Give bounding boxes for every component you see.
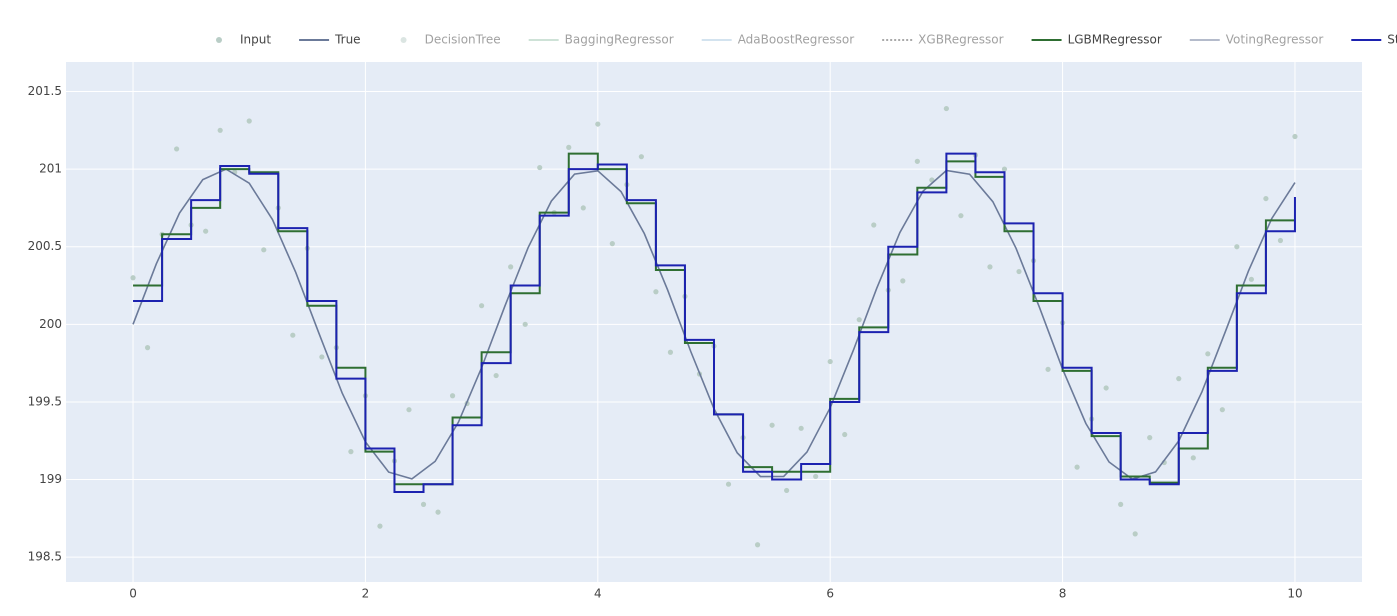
input-point (638, 154, 644, 160)
input-point (958, 213, 964, 219)
y-tick-label: 198.5 (28, 550, 62, 564)
input-point (987, 264, 993, 270)
input-point (580, 205, 586, 211)
input-point (914, 158, 920, 164)
input-point (420, 501, 427, 507)
input-point (130, 275, 136, 281)
y-tick-label: 200 (39, 317, 62, 331)
x-tick-label: 6 (826, 587, 834, 601)
input-point (595, 121, 601, 127)
input-point (493, 372, 499, 379)
input-point (609, 241, 615, 247)
legend-label: VotingRegressor (1226, 33, 1324, 47)
input-point (798, 425, 804, 431)
legend-symbol (216, 37, 222, 43)
input-point (1292, 133, 1298, 140)
input-point (725, 481, 732, 487)
input-point (653, 289, 659, 295)
input-point (377, 523, 383, 529)
input-point (537, 164, 543, 171)
input-point (1001, 166, 1008, 172)
legend-symbol (400, 37, 407, 43)
input-point (435, 509, 441, 515)
input-point (1176, 376, 1182, 382)
legend-item[interactable]: StackingRegressor (1351, 33, 1397, 47)
legend-item[interactable]: DecisionTree (400, 33, 501, 47)
input-point (827, 358, 833, 365)
x-tick-label: 2 (362, 587, 370, 601)
y-tick-label: 201.5 (28, 84, 62, 98)
input-point (566, 144, 572, 150)
legend-label: DecisionTree (425, 33, 501, 47)
input-point (1205, 351, 1211, 357)
legend-label: Input (240, 33, 271, 47)
input-point (1219, 407, 1225, 413)
legend-item[interactable]: LGBMRegressor (1031, 33, 1162, 47)
legend-label: AdaBoostRegressor (738, 33, 855, 47)
input-point (1103, 385, 1109, 391)
y-tick-label: 199.5 (28, 394, 62, 408)
input-point (856, 317, 862, 323)
legend-label: XGBRegressor (918, 33, 1003, 47)
input-point (871, 222, 877, 228)
legend-label: LGBMRegressor (1068, 33, 1162, 47)
input-point (1190, 455, 1196, 461)
legend-item[interactable]: Input (216, 33, 271, 47)
input-point (203, 228, 209, 234)
input-point (842, 431, 848, 438)
input-point (449, 393, 456, 399)
input-point (1132, 531, 1138, 537)
input-point (1074, 464, 1080, 470)
input-point (217, 127, 223, 133)
input-point (667, 349, 674, 355)
input-point (1277, 237, 1284, 244)
y-tick-label: 201 (39, 162, 62, 176)
input-point (1118, 501, 1124, 507)
legend-label: BaggingRegressor (565, 33, 674, 47)
input-point (1248, 276, 1254, 282)
x-tick-label: 10 (1287, 587, 1302, 601)
input-point (174, 146, 180, 152)
input-point (348, 449, 354, 455)
input-point (246, 118, 252, 124)
legend-label: True (334, 33, 361, 47)
plot-area (66, 62, 1362, 582)
input-point (1263, 195, 1269, 202)
input-point (319, 354, 325, 360)
input-point (754, 542, 761, 548)
legend-label: StackingRegressor (1387, 33, 1397, 47)
input-point (479, 303, 485, 309)
input-point (1045, 366, 1051, 372)
input-point (522, 321, 528, 327)
legend-item[interactable]: BaggingRegressor (528, 33, 674, 47)
y-tick-label: 199 (39, 472, 62, 486)
x-tick-label: 8 (1059, 587, 1067, 601)
input-point (290, 332, 296, 338)
y-tick-label: 200.5 (28, 239, 62, 253)
input-point (1234, 244, 1240, 250)
input-point (406, 407, 412, 413)
input-point (1147, 435, 1153, 441)
legend-item[interactable]: VotingRegressor (1189, 33, 1324, 47)
legend-item[interactable]: True (299, 33, 361, 47)
input-point (784, 487, 790, 494)
input-point (261, 247, 267, 253)
input-point (144, 345, 151, 351)
legend-item[interactable]: AdaBoostRegressor (701, 33, 855, 47)
series-line (133, 152, 1296, 493)
input-point (900, 278, 906, 284)
input-point (769, 422, 775, 428)
x-tick-label: 4 (594, 587, 602, 601)
legend-item[interactable]: XGBRegressor (882, 33, 1004, 47)
plot-marks (130, 105, 1298, 548)
x-tick-label: 0 (129, 587, 137, 601)
input-point (943, 105, 949, 112)
input-point (813, 473, 819, 480)
input-point (1016, 268, 1022, 275)
input-point (508, 264, 514, 270)
